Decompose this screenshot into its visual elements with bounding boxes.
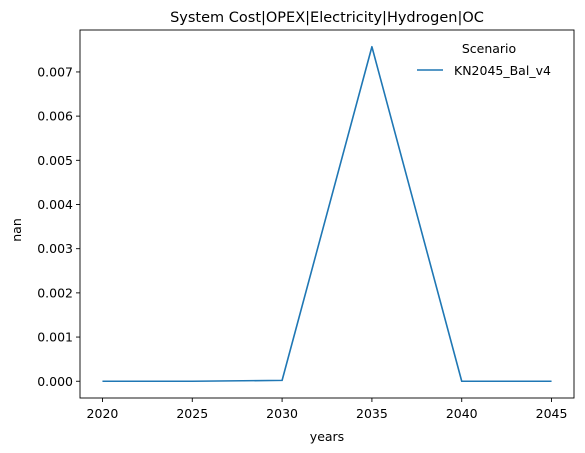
y-tick-label: 0.000: [37, 374, 73, 389]
y-tick-label: 0.003: [37, 241, 73, 256]
series-line-kn2045-bal-v4: [102, 45, 552, 383]
plot-frame: [79, 29, 575, 399]
x-tick-label: 2045: [536, 406, 568, 421]
x-tick-label: 2040: [446, 406, 478, 421]
y-tick-label: 0.004: [37, 197, 73, 212]
x-axis-label: years: [310, 429, 344, 444]
y-tick-label: 0.007: [37, 64, 73, 79]
legend: Scenario KN2045_Bal_v4: [417, 41, 551, 78]
x-tick-label: 2025: [176, 406, 208, 421]
x-tick-label: 2035: [356, 406, 388, 421]
x-tick-label: 2020: [87, 406, 119, 421]
chart-title: System Cost|OPEX|Electricity|Hydrogen|OC: [170, 10, 484, 26]
legend-label-kn2045-bal-v4: KN2045_Bal_v4: [454, 63, 551, 78]
y-axis: 0.000 0.001 0.002 0.003 0.004 0.005 0.006 0.007: [37, 64, 80, 389]
y-tick-label: 0.001: [37, 330, 73, 345]
x-tick-label: 2030: [266, 406, 298, 421]
y-axis-label: nan: [9, 218, 24, 242]
y-tick-label: 0.006: [37, 109, 73, 124]
x-axis: 2020 2025 2030 2035 2040 2045: [87, 398, 568, 421]
legend-title: Scenario: [462, 41, 516, 56]
plot-area: [102, 45, 552, 383]
y-tick-label: 0.005: [37, 153, 73, 168]
y-tick-label: 0.002: [37, 285, 73, 300]
